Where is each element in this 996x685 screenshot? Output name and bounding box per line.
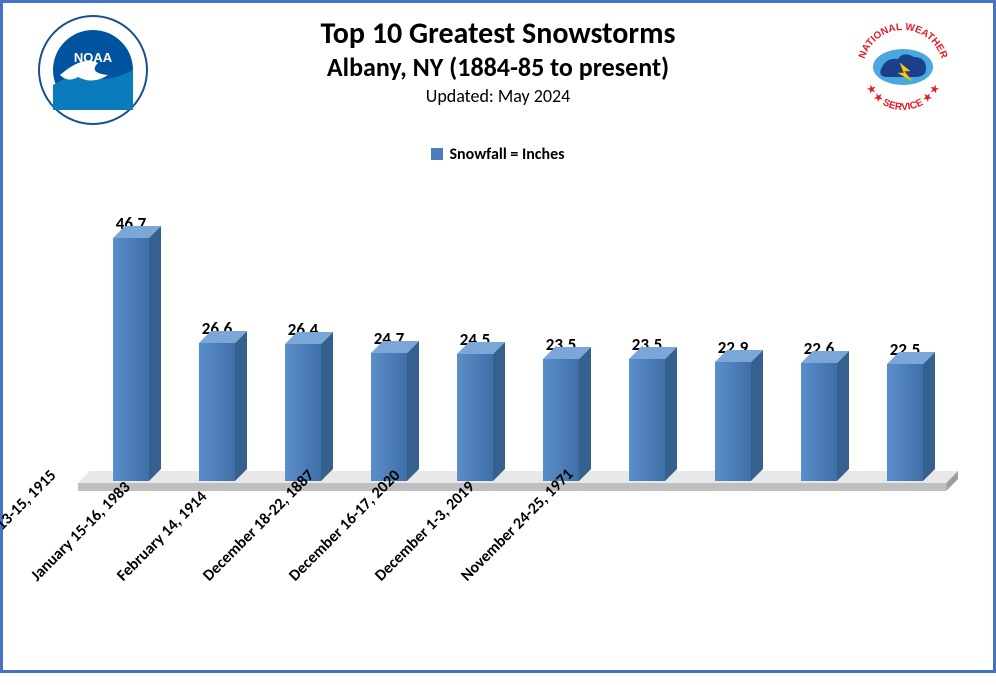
- bar: [199, 343, 235, 481]
- chart-frame: NOAA NATIONAL WEATHER ★ ★ SERVICE ★ ★ To…: [0, 0, 996, 673]
- bar-slot: 22.5: [862, 339, 948, 481]
- bar-slot: 46.7: [88, 213, 174, 481]
- bar-slot: 26.6: [174, 318, 260, 481]
- chart-bars: 46.726.626.424.724.523.523.522.922.622.5: [88, 201, 948, 481]
- chart-x-labels: March 11-14,1888March 13-14, 1993Decembe…: [88, 503, 948, 663]
- legend-label: Snowfall = Inches: [449, 145, 564, 164]
- chart-legend: Snowfall = Inches: [3, 145, 993, 164]
- bar-slot: 24.5: [432, 329, 518, 481]
- chart-titles: Top 10 Greatest Snowstorms Albany, NY (1…: [3, 17, 993, 107]
- legend-swatch: [431, 148, 443, 160]
- bar: [457, 354, 493, 481]
- bar: [285, 344, 321, 481]
- bar: [629, 359, 665, 481]
- bar: [543, 359, 579, 481]
- bar-slot: 22.9: [690, 337, 776, 481]
- chart-title: Top 10 Greatest Snowstorms: [3, 17, 993, 52]
- bar: [113, 238, 149, 481]
- bar: [371, 353, 407, 481]
- bar: [887, 364, 923, 481]
- chart-updated: Updated: May 2024: [3, 85, 993, 107]
- bar-slot: 23.5: [604, 334, 690, 481]
- bar-slot: 23.5: [518, 334, 604, 481]
- bar: [801, 363, 837, 481]
- bar-slot: 24.7: [346, 328, 432, 481]
- bar-slot: 26.4: [260, 319, 346, 481]
- chart-subtitle: Albany, NY (1884-85 to present): [3, 52, 993, 83]
- bar-slot: 22.6: [776, 338, 862, 481]
- chart-plot-area: 46.726.626.424.724.523.523.522.922.622.5: [88, 191, 948, 491]
- bar: [715, 362, 751, 481]
